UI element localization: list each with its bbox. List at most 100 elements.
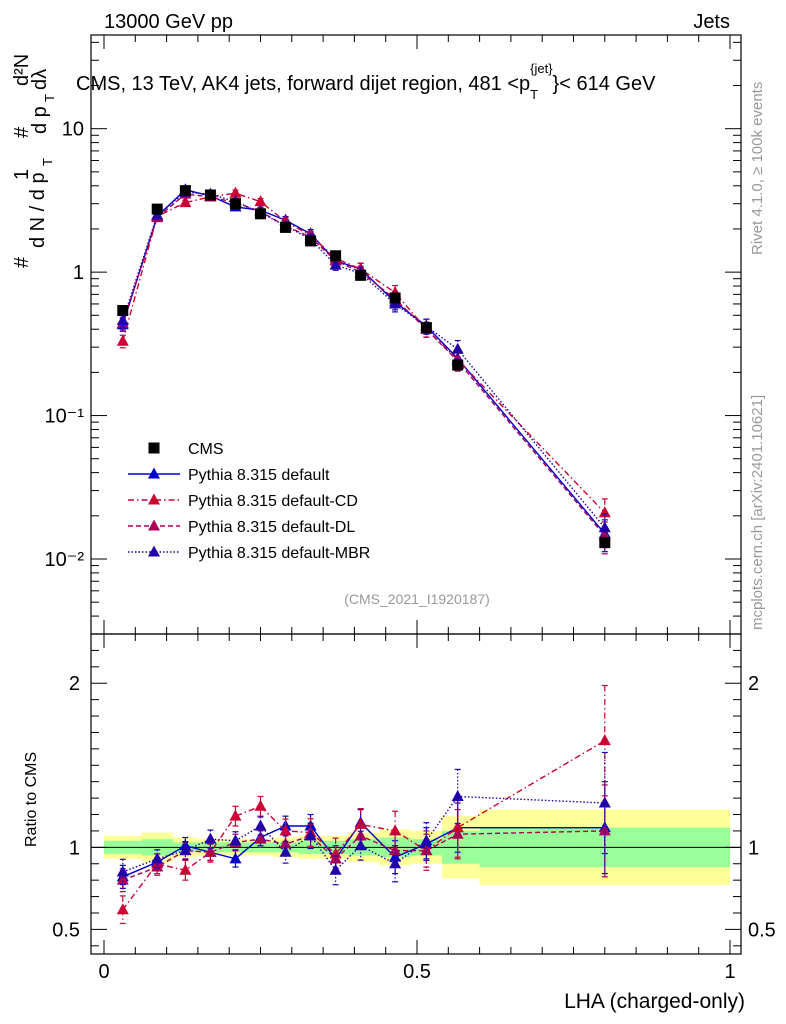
marker-mbr — [151, 852, 164, 864]
series-line — [122, 192, 606, 514]
marker-mbr — [279, 845, 292, 857]
marker-mbr — [451, 342, 464, 354]
marker-data — [229, 198, 241, 210]
main-axis-ticks: 10⁻² 10⁻¹ 1 10 — [45, 35, 741, 635]
rivet-version: Rivet 4.1.0, ≥ 100k events — [749, 82, 766, 255]
marker-default — [229, 852, 242, 864]
marker-cd — [179, 863, 192, 875]
series-cd — [116, 684, 611, 925]
marker-mbr — [116, 865, 129, 877]
marker-data — [204, 189, 216, 201]
marker-mbr — [598, 796, 611, 808]
plot-title: CMS, 13 TeV, AK4 jets, forward dijet reg… — [76, 61, 656, 102]
legend-label: Pythia 8.315 default-CD — [188, 493, 358, 510]
ratio-axis-ticks: 0.5 0.5 1 1 2 2 0 0.5 1 — [52, 634, 776, 983]
marker-dl — [420, 844, 433, 856]
marker-cd — [229, 186, 242, 198]
marker-cd — [116, 903, 129, 915]
marker-dl — [254, 832, 267, 844]
ratio-panel-frame — [90, 633, 742, 955]
marker-mbr — [116, 314, 129, 326]
marker-mbr — [329, 258, 342, 270]
ylabel-hash: # — [11, 256, 33, 268]
analysis-id: (CMS_2021_I1920187) — [344, 591, 490, 607]
plot-title-end: }< 614 GeV — [553, 73, 657, 95]
legend-entry-default: Pythia 8.315 default — [128, 467, 330, 484]
plot-title-sub: T — [530, 87, 538, 102]
plot-title-sup: {jet} — [530, 61, 553, 76]
marker-data — [599, 537, 611, 549]
marker-cd — [279, 824, 292, 836]
x-axis-label: LHA (charged-only) — [564, 990, 745, 1013]
plot-title-main: CMS, 13 TeV, AK4 jets, forward dijet reg… — [76, 73, 530, 95]
ratio-xtick-label: 0 — [98, 961, 109, 983]
ratio-ytick-label-right: 2 — [748, 673, 759, 695]
ylabel-dlambda: dλ — [29, 69, 51, 90]
marker-data — [151, 203, 163, 215]
marker-dl — [451, 827, 464, 839]
marker-dl — [204, 845, 217, 857]
ratio-ytick-label-left: 2 — [69, 673, 80, 695]
marker-mbr — [451, 789, 464, 801]
marker-mbr — [354, 839, 367, 851]
legend-label: Pythia 8.315 default-MBR — [188, 545, 370, 562]
marker-data — [179, 185, 191, 197]
marker-mbr — [254, 819, 267, 831]
series-data — [117, 185, 611, 549]
category-label: Jets — [693, 11, 730, 33]
ratio-ylabel: Ratio to CMS — [23, 752, 40, 847]
marker-mbr — [420, 834, 433, 846]
marker-cd — [598, 734, 611, 746]
ratio-xtick-label: 1 — [724, 961, 735, 983]
marker-data — [355, 269, 367, 281]
marker-data — [452, 359, 464, 371]
ylabel-t2: T — [42, 94, 57, 102]
marker-data — [330, 250, 342, 262]
legend-marker — [148, 442, 160, 454]
marker-cd — [179, 196, 192, 208]
legend-entry-data: CMS — [148, 441, 224, 458]
marker-mbr — [598, 521, 611, 533]
marker-cd — [254, 799, 267, 811]
marker-cd — [116, 334, 129, 346]
legend-entry-dl: Pythia 8.315 default-DL — [128, 519, 355, 536]
marker-data — [117, 305, 129, 317]
main-ytick-label: 1 — [73, 262, 84, 284]
main-ylabel: # 1 d N / d p T # d p T d²N dλ — [11, 54, 57, 268]
mcplots-url: mcplots.cern.ch [arXiv:2401.10621] — [749, 395, 766, 630]
ylabel-hash2: # — [11, 126, 33, 138]
ylabel-dpt: d p — [29, 106, 51, 134]
ylabel-t: T — [40, 158, 55, 166]
marker-data — [305, 235, 317, 247]
marker-cd — [598, 506, 611, 518]
marker-dl — [279, 837, 292, 849]
marker-data — [280, 221, 292, 233]
marker-mbr — [389, 857, 402, 869]
series-line — [122, 193, 606, 537]
series-mbr — [116, 185, 611, 547]
legend-entry-mbr: Pythia 8.315 default-MBR — [128, 545, 370, 562]
legend-marker — [148, 545, 160, 557]
marker-data — [255, 208, 266, 220]
marker-default — [389, 850, 402, 862]
ratio-ytick-label-left: 1 — [69, 837, 80, 859]
ratio-ytick-label-right: 0.5 — [748, 919, 776, 941]
marker-data — [420, 322, 432, 334]
series-line — [122, 821, 605, 878]
series-line — [122, 830, 605, 881]
legend-label: Pythia 8.315 default — [188, 467, 330, 484]
energy-label: 13000 GeV pp — [104, 11, 233, 33]
marker-dl — [329, 852, 342, 864]
main-ytick-label: 10⁻² — [45, 549, 85, 571]
marker-data — [389, 292, 401, 304]
series-line — [122, 740, 606, 911]
ratio-xtick-label: 0.5 — [403, 961, 431, 983]
legend-marker — [148, 519, 160, 531]
ratio-series-group — [116, 684, 611, 925]
legend-entry-cd: Pythia 8.315 default-CD — [128, 493, 358, 510]
series-mbr — [116, 751, 611, 886]
legend-label: Pythia 8.315 default-DL — [188, 519, 355, 536]
marker-mbr — [204, 832, 217, 844]
main-ytick-label: 10 — [62, 119, 84, 141]
